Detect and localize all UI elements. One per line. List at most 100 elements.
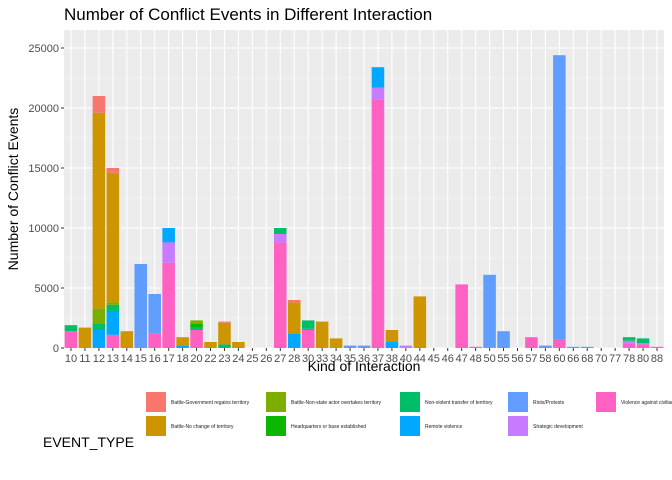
legend-entry: Battle-Government regains territory — [171, 400, 250, 406]
bar-segment — [371, 67, 385, 88]
x-tick-label: 78 — [623, 353, 635, 365]
x-tick-label: 55 — [497, 353, 509, 365]
legend-key — [146, 416, 166, 436]
x-tick-label: 24 — [232, 353, 244, 365]
bar-segment — [204, 342, 217, 348]
bar-segment — [134, 264, 148, 348]
bar-segment — [622, 340, 636, 344]
x-tick-label: 37 — [372, 353, 384, 365]
bar-segment — [64, 331, 78, 348]
legend: Battle-Government regains territory Battl… — [146, 392, 672, 436]
x-tick-label: 44 — [414, 353, 426, 365]
bar-segment — [162, 228, 175, 243]
bar-segment — [553, 339, 566, 348]
x-tick-label: 66 — [567, 353, 579, 365]
x-tick-label: 20 — [190, 353, 202, 365]
legend-entry: Non-violent transfer of territory — [425, 400, 493, 406]
bar-segment — [218, 322, 231, 345]
bar-segment — [148, 294, 161, 334]
bar-segment — [567, 346, 580, 348]
bar-segment — [525, 337, 538, 348]
bar-segment — [148, 333, 161, 348]
x-tick-label: 16 — [149, 353, 161, 365]
bar-segment — [106, 312, 120, 335]
bar-segment — [176, 345, 189, 348]
x-tick-label: 26 — [260, 353, 272, 365]
x-tick-label: 48 — [470, 353, 482, 365]
legend-key — [266, 392, 286, 412]
bar-segment — [190, 320, 203, 324]
bar-segment — [92, 112, 106, 309]
bar-segment — [106, 172, 120, 303]
bar-segment — [64, 325, 78, 332]
bar-segment — [287, 302, 301, 334]
legend-key — [146, 392, 166, 412]
x-tick-label: 46 — [442, 353, 454, 365]
legend-title: EVENT_TYPE — [43, 434, 134, 450]
bar-segment — [162, 262, 175, 348]
bar-segment — [190, 330, 203, 348]
bar-segment — [92, 96, 106, 113]
gridlines — [64, 30, 664, 349]
bar-segment — [106, 168, 120, 173]
x-tick-label: 70 — [595, 353, 607, 365]
x-tick-label: 40 — [400, 353, 412, 365]
legend-key — [508, 416, 528, 436]
bar-segment — [371, 99, 385, 348]
x-tick-label: 45 — [428, 353, 440, 365]
legend-entry: Remote violence — [425, 424, 462, 430]
bar-segment — [385, 330, 399, 342]
bar-segment — [371, 87, 385, 100]
legend-entry: Battle-Non-state actor overtakes territo… — [291, 400, 382, 406]
x-tick-label: 13 — [107, 353, 119, 365]
x-tick-label: 28 — [288, 353, 300, 365]
bar-segment — [92, 324, 106, 330]
bar-segment — [232, 342, 245, 348]
bar-segment — [106, 304, 120, 312]
x-tick-label: 50 — [483, 353, 495, 365]
bar-segment — [553, 55, 566, 340]
x-tick-label: 38 — [386, 353, 398, 365]
bar-segment — [274, 228, 287, 234]
bar-segment — [580, 346, 594, 348]
x-tick-label: 58 — [539, 353, 551, 365]
bar-segment — [92, 330, 106, 348]
chart-title: Number of Conflict Events in Different I… — [64, 5, 432, 24]
bar-segment — [497, 331, 510, 348]
x-tick-label: 60 — [553, 353, 565, 365]
bar-segment — [301, 320, 315, 329]
bar-segment — [469, 346, 482, 348]
y-tick-label: 15000 — [28, 163, 59, 175]
x-tick-label: 47 — [456, 353, 468, 365]
bar-segment — [106, 334, 120, 348]
bar-segment — [315, 321, 329, 348]
bar-segment — [636, 344, 650, 348]
bar-segment — [190, 327, 203, 330]
legend-entry: Battle-No change of territory — [171, 424, 234, 430]
legend-key — [400, 416, 420, 436]
bar-segment — [287, 300, 301, 303]
x-tick-label: 10 — [65, 353, 77, 365]
y-axis: 0 5000 10000 15000 20000 25000 — [28, 43, 64, 355]
y-tick-label: 20000 — [28, 103, 59, 115]
bar-segment — [636, 343, 650, 345]
x-tick-label: 15 — [135, 353, 147, 365]
legend-entry: Violence against civilians — [621, 400, 672, 406]
bar-segment — [413, 296, 427, 348]
bar-segment — [455, 284, 468, 348]
y-tick-label: 5000 — [35, 283, 59, 295]
x-tick-label: 23 — [218, 353, 230, 365]
x-tick-label: 27 — [274, 353, 286, 365]
y-tick-label: 0 — [53, 343, 59, 355]
bar-segment — [636, 338, 650, 344]
y-tick-label: 10000 — [28, 223, 59, 235]
legend-entry: Strategic development — [533, 424, 583, 430]
bar-segment — [483, 274, 496, 348]
bar-segment — [162, 242, 175, 263]
x-tick-label: 17 — [163, 353, 175, 365]
bar-segment — [650, 346, 664, 348]
bar-segment — [287, 333, 301, 348]
x-tick-label: 35 — [344, 353, 356, 365]
bar-segment — [274, 242, 287, 348]
